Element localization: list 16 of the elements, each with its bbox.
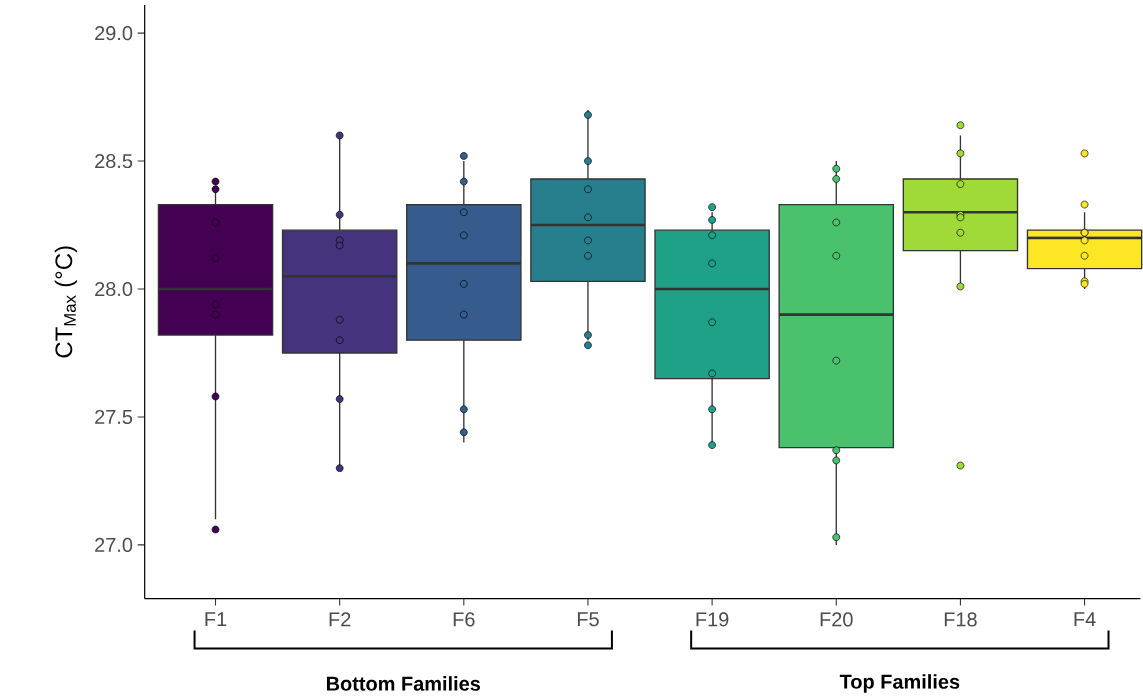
- y-axis-title: CT$_{Max}$ (°C): [54, 246, 78, 358]
- y-tick-label: 27.5: [95, 409, 133, 424]
- x-tick-label: F19: [696, 612, 729, 627]
- x-tick-label: F4: [1074, 612, 1096, 626]
- y-tick-label: 28.5: [95, 153, 133, 168]
- x-tick-label: F5: [577, 612, 599, 627]
- x-tick-label: F6: [453, 612, 475, 627]
- y-tick-label: 28.0: [95, 281, 133, 296]
- y-tick-label: 29.0: [95, 25, 133, 40]
- text: Bottom Families: [326, 675, 481, 691]
- y-tick-label: 27.0: [95, 537, 133, 552]
- text: Top Families: [839, 673, 960, 693]
- x-tick-label: F20: [820, 612, 853, 627]
- x-tick-label: F1: [205, 612, 227, 626]
- x-tick-label: F2: [329, 612, 351, 627]
- x-tick-label: F18: [944, 612, 977, 627]
